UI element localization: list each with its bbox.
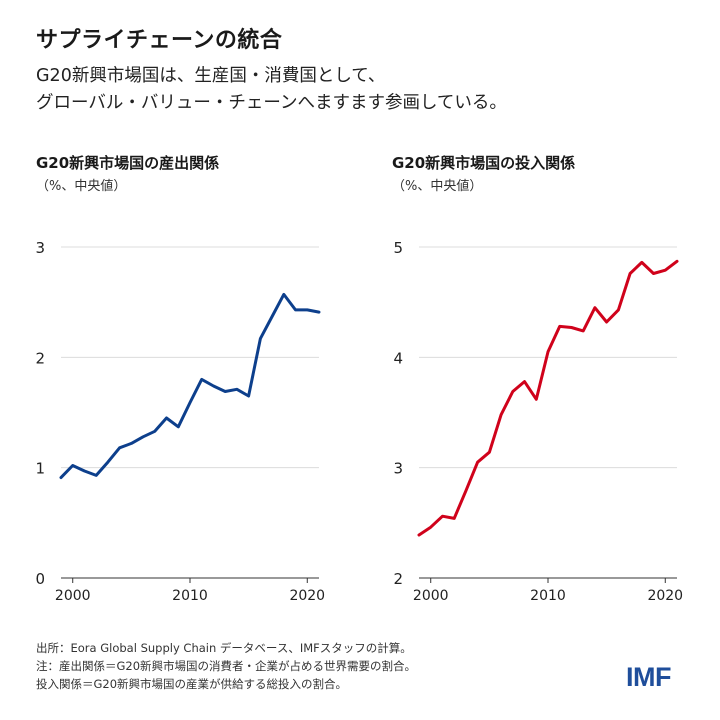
y-tick-label: 3 [35, 239, 45, 257]
y-tick-label: 1 [35, 460, 45, 478]
note-input: 投入関係＝G20新興市場国の産業が供給する総投入の割合。 [36, 677, 348, 691]
page-title: サプライチェーンの統合 [36, 28, 283, 53]
y-tick-label: 3 [393, 460, 403, 478]
subtitle-line-2: グローバル・バリュー・チェーンへますます参画している。 [36, 93, 507, 113]
y-tick-label: 0 [35, 570, 45, 588]
series-line [59, 292, 321, 480]
y-tick-label: 2 [393, 570, 403, 588]
imf-logo: IMF [626, 662, 672, 692]
source-note: 出所：Eora Global Supply Chain データベース、IMFスタ… [36, 641, 412, 655]
y-tick-label: 5 [393, 239, 403, 257]
left-chart-unit: （%、中央値） [36, 179, 127, 194]
x-tick-label: 2020 [647, 588, 683, 604]
x-tick-label: 2010 [172, 588, 208, 604]
x-tick-label: 2000 [413, 588, 449, 604]
series-line [417, 259, 679, 537]
subtitle-line-1: G20新興市場国は、生産国・消費国として、 [36, 66, 386, 86]
note-output: 注：産出関係＝G20新興市場国の消費者・企業が占める世界需要の割合。 [36, 659, 417, 673]
left-chart-title: G20新興市場国の産出関係 [36, 154, 220, 172]
y-tick-label: 2 [35, 349, 45, 367]
x-tick-label: 2010 [530, 588, 566, 604]
right-chart-title: G20新興市場国の投入関係 [392, 154, 576, 172]
right-chart-unit: （%、中央値） [392, 179, 483, 194]
right-line-chart: 2 3 4 5 2000 2010 2020 [393, 239, 683, 604]
y-tick-label: 4 [393, 349, 403, 367]
left-line-chart: 0 1 2 3 2000 2010 2020 [35, 239, 325, 604]
x-tick-label: 2000 [55, 588, 91, 604]
x-tick-label: 2020 [289, 588, 325, 604]
